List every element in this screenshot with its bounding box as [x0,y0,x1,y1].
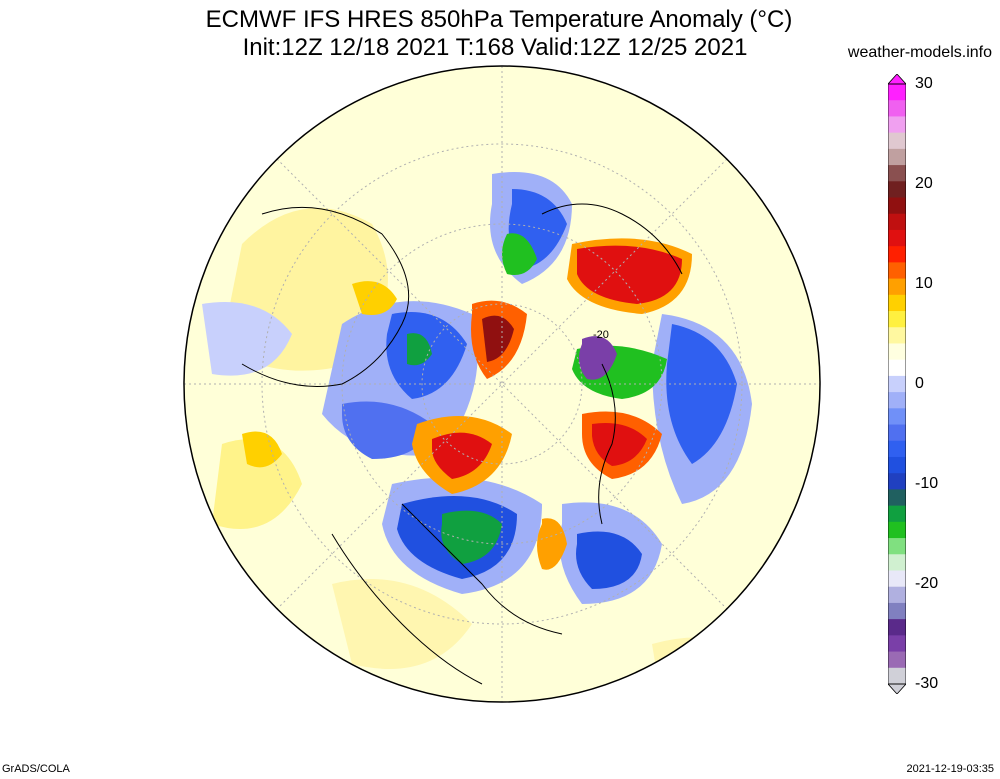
colorbar-top-arrow [888,74,906,85]
colorbar-tick-label: 30 [915,75,933,92]
colorbar-band [888,148,906,166]
colorbar-bottom-arrow [888,683,906,694]
colorbar-svg [888,74,906,694]
colorbar-band [888,294,906,312]
colorbar-band [888,262,906,280]
chart-title: ECMWF IFS HRES 850hPa Temperature Anomal… [0,6,1000,62]
colorbar-band [888,602,906,620]
colorbar-tick-label: 10 [915,275,933,292]
colorbar-band [888,586,906,604]
map-svg: -20 [183,65,821,703]
colorbar-band [888,311,906,328]
contour-label: -20 [593,329,609,341]
colorbar-band [888,375,906,393]
footer-credit: GrADS/COLA [2,763,70,775]
colorbar-band [888,570,906,588]
colorbar-band [888,521,906,539]
colorbar-band [888,392,906,409]
colorbar-band [888,538,906,555]
colorbar-band [888,229,906,247]
colorbar-tick-label: 0 [915,375,924,392]
polar-map: -20 [182,64,822,704]
footer-timestamp: 2021-12-19-03:35 [906,763,994,775]
colorbar-band [888,84,906,101]
colorbar-band [888,554,906,571]
colorbar-band [888,473,906,490]
colorbar-band [888,505,906,523]
colorbar-band [888,359,906,377]
colorbar-frame [888,83,906,685]
map-border [183,65,821,703]
colorbar-band [888,440,906,458]
colorbar-band [888,246,906,263]
colorbar-band [888,408,906,426]
colorbar-band [888,667,906,685]
colorbar-band [888,197,906,215]
colorbar-band [888,116,906,134]
anomaly-field: -20 [184,66,820,702]
colorbar-band [888,424,906,442]
colorbar-band [888,213,906,231]
colorbar-band [888,619,906,636]
colorbar-band [888,100,906,117]
colorbar-tick-label: 20 [915,175,933,192]
colorbar-tick-label: -10 [915,475,939,492]
colorbar-band [888,343,906,361]
colorbar-band [888,651,906,669]
title-line-1: ECMWF IFS HRES 850hPa Temperature Anomal… [205,6,793,33]
colorbar-tick-label: -30 [915,675,939,692]
colorbar [888,74,906,694]
colorbar-band [888,132,906,150]
colorbar-band [888,635,906,653]
colorbar-tick-label: -20 [915,575,939,592]
colorbar-band [888,456,906,474]
colorbar-band [888,489,906,507]
source-label: weather-models.info [847,44,992,61]
coastlines [241,203,683,685]
colorbar-band [888,181,906,199]
colorbar-band [888,327,906,344]
title-line-2: Init:12Z 12/18 2021 T:168 Valid:12Z 12/2… [242,34,748,61]
colorbar-band [888,278,906,296]
colorbar-band [888,165,906,182]
